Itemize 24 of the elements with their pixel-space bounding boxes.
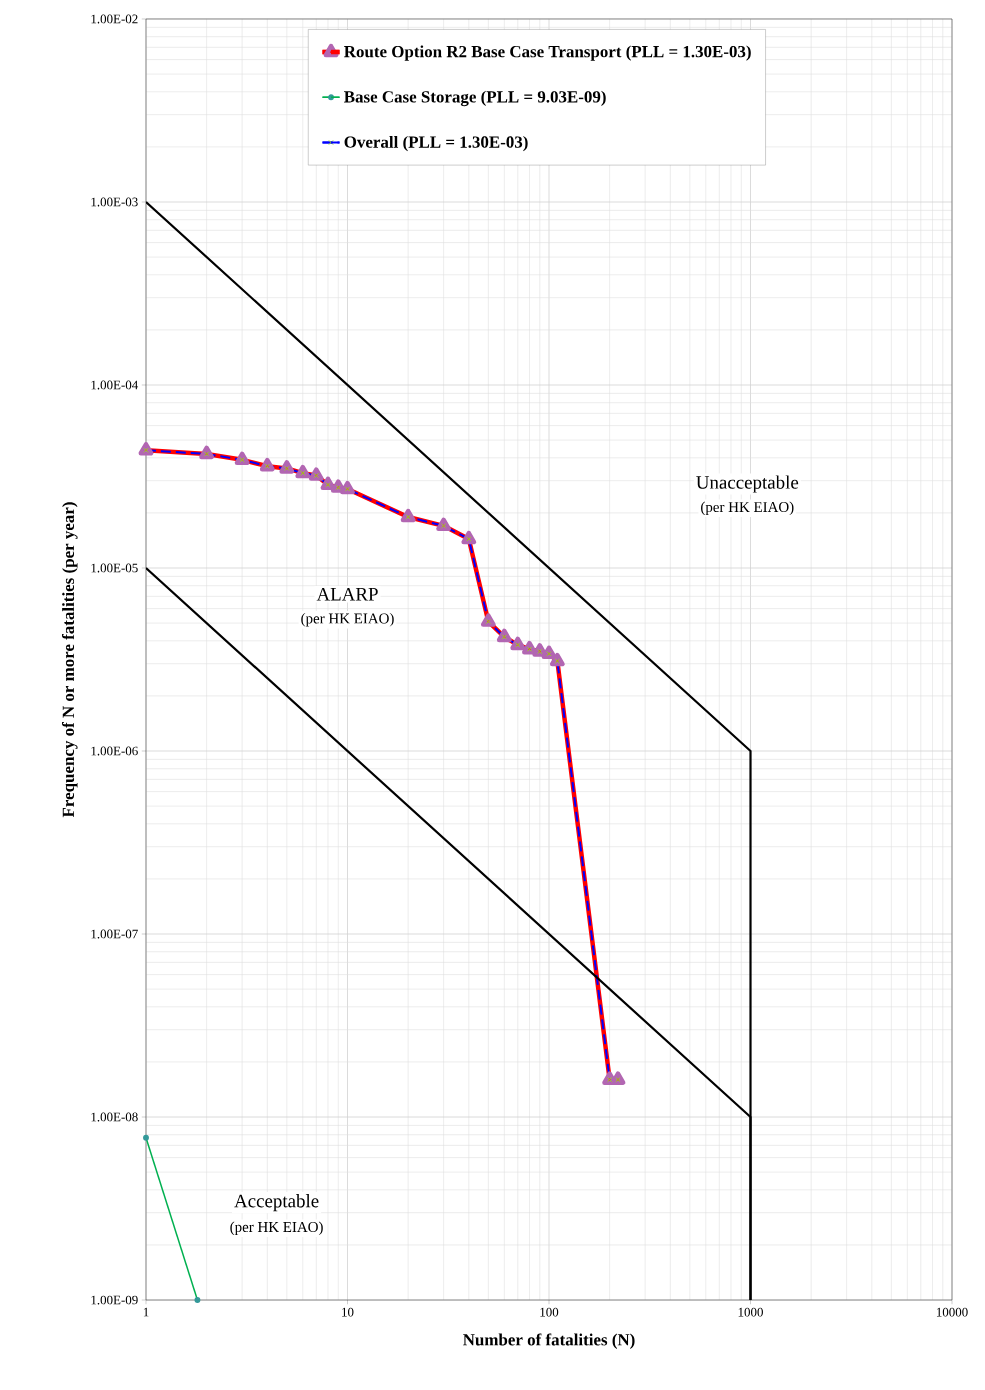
y-tick-label: 1.00E-08: [91, 1112, 138, 1122]
y-tick-label: 1.00E-05: [91, 563, 138, 573]
annotation: ALARP: [316, 587, 378, 601]
annotation: Unacceptable: [696, 475, 799, 493]
y-tick-label: 1.00E-07: [91, 929, 138, 939]
y-tick-label: 1.00E-09: [91, 1295, 138, 1305]
y-tick-label: 1.00E-06: [91, 746, 138, 756]
x-axis-title: Number of fatalities (N): [463, 1333, 635, 1349]
x-tick-label: 10: [342, 1307, 354, 1317]
y-tick-label: 1.00E-02: [91, 14, 138, 24]
x-tick-label: 1000: [738, 1307, 763, 1317]
legend-label: Overall (PLL = 1.30E-03): [344, 135, 528, 152]
annotation: Acceptable: [234, 1194, 319, 1212]
x-tick-label: 10000: [936, 1307, 968, 1317]
annotation: (per HK EIAO): [301, 613, 394, 627]
y-tick-label: 1.00E-04: [91, 380, 139, 390]
legend-label: Base Case Storage (PLL = 9.03E-09): [344, 90, 606, 107]
annotation: (per HK EIAO): [230, 1221, 323, 1236]
legend-label: Route Option R2 Base Case Transport (PLL = 1.30E-03): [344, 45, 751, 61]
x-tick-label: 100: [540, 1307, 559, 1317]
x-tick-label: 1: [143, 1307, 149, 1317]
y-axis-title: Frequency of N or more fatalities (per year): [61, 502, 78, 818]
y-tick-label: 1.00E-03: [91, 197, 138, 207]
annotation: (per HK EIAO): [701, 501, 794, 516]
